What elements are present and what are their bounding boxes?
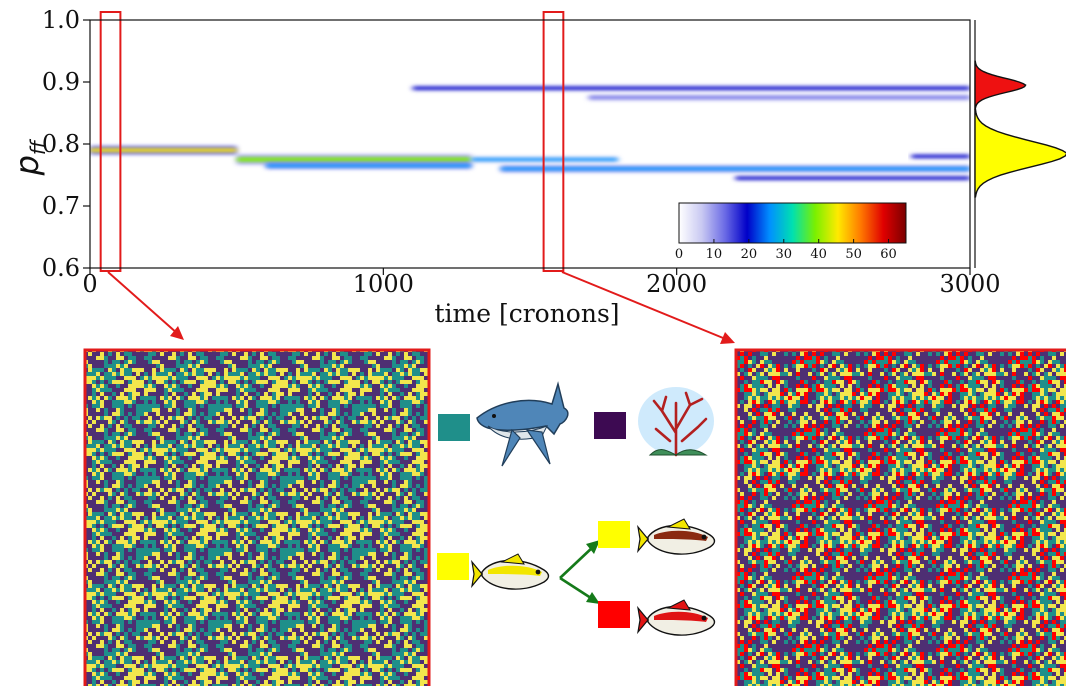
fish-yellow-swatch [598,521,630,548]
arrow-right-head [720,332,735,344]
x-tick-label: 3000 [939,270,1000,298]
arrow-down-head [586,592,600,604]
shark-swatch [438,414,470,441]
colorbar-tick-label: 20 [741,247,758,262]
y-tick-label: 1.0 [42,6,80,34]
fish-icon [471,553,550,590]
colorbar-tick-label: 30 [775,247,792,262]
heatmap-band [90,148,237,153]
y-axis-label-sub: ff [26,138,50,155]
arrow-up [559,545,595,579]
x-axis-label: time [cronons] [434,299,619,328]
colorbar-tick-label: 60 [880,247,897,262]
x-tick-label: 2000 [646,270,707,298]
lattice-panel-early [83,348,431,686]
y-tick-label: 0.6 [42,254,80,282]
highlight-boxes [99,11,565,272]
marginal-distribution [974,20,1066,268]
zoom-arrows [107,271,735,344]
svg-text:pff: pff [8,138,50,176]
colorbar-tick-label: 10 [706,247,723,262]
species-legend [437,381,716,636]
arrow-left-head [170,326,184,340]
x-tick-label: 0 [82,270,97,298]
colorbar-tick-label: 40 [810,247,827,262]
heatmap-band [911,154,970,158]
arrow-down [559,576,595,602]
colorbar-tick-label: 0 [675,247,683,262]
fish-swatch [437,553,469,580]
heatmap-band [471,158,618,161]
heatmap-band [588,96,970,99]
heatmap-band [500,167,970,171]
arrow-left-line [107,271,179,335]
colorbar-tick-label: 50 [845,247,862,262]
coral-swatch [594,412,626,439]
fish-yellow-icon [637,518,716,555]
y-axis-label-base: p [8,155,46,176]
y-axis: 0.6 0.7 0.8 0.9 1.0 [42,6,90,282]
y-tick-label: 0.9 [42,68,80,96]
heatmap-band [236,157,472,162]
heatmap-bands [90,84,970,182]
highlight-box [542,11,565,272]
y-tick-label: 0.7 [42,192,80,220]
y-axis-label: pff [8,138,50,176]
heatmap-band [266,164,472,168]
colorbar: 0 10 20 30 40 50 60 [675,202,907,262]
marginal-peak [974,108,1066,198]
arrow-up-head [586,540,600,554]
fish-red-swatch [598,601,630,628]
marginal-peak [974,60,1027,110]
heatmap-band [735,176,970,180]
heatmap-band [412,86,970,90]
colorbar-gradient [678,202,907,244]
x-tick-label: 1000 [353,270,414,298]
shark-icon [476,381,569,467]
fish-red-icon [637,599,716,636]
highlight-box [99,11,122,272]
x-axis: 0 1000 2000 3000 [82,268,1001,298]
coral-icon [638,387,714,457]
y-tick-label: 0.8 [42,130,80,158]
lattice-panel-late [734,348,1066,686]
arrow-right-line [561,271,729,341]
colorbar-ticks: 0 10 20 30 40 50 60 [675,239,897,262]
